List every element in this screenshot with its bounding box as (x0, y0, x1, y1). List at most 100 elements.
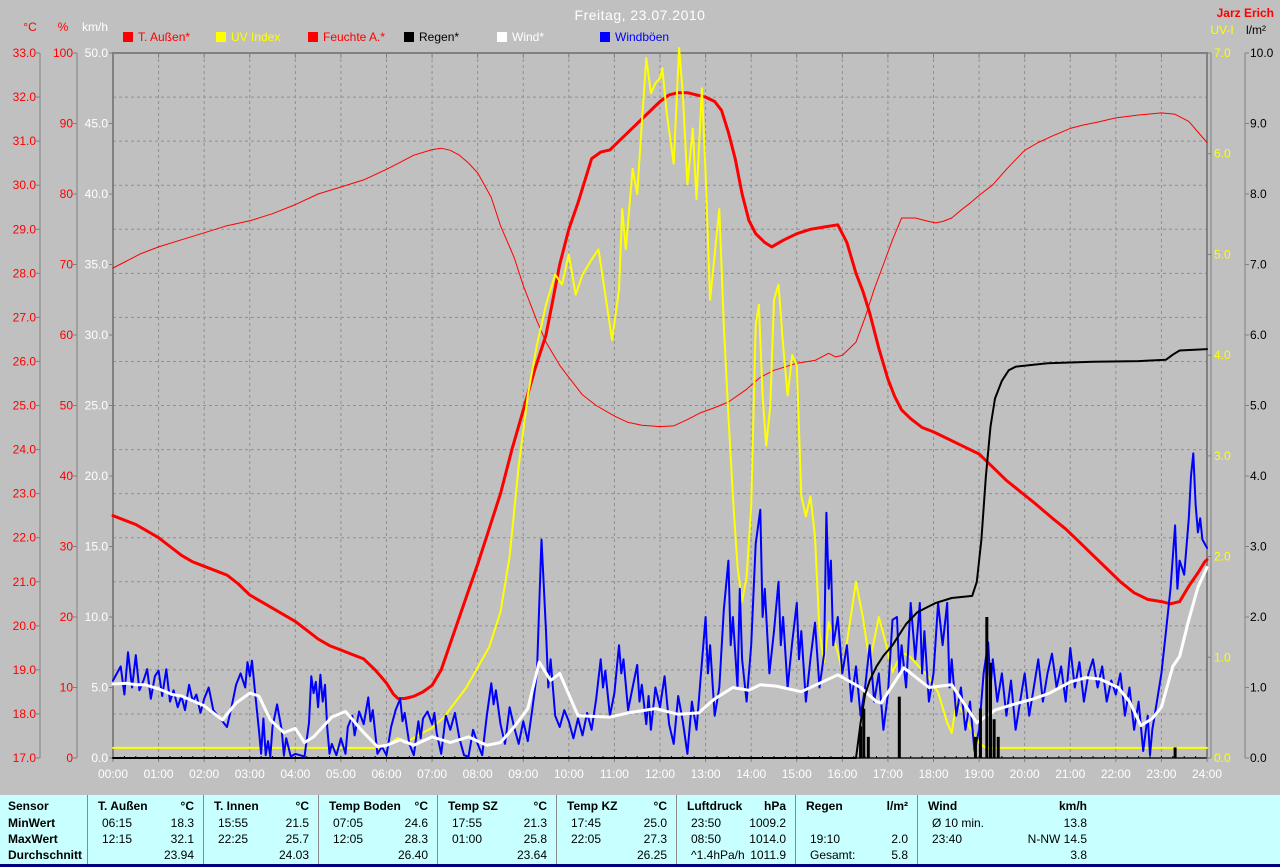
svg-text:05:00: 05:00 (326, 767, 356, 781)
svg-text:0.0: 0.0 (1214, 751, 1231, 765)
table-cell-time (918, 847, 1013, 863)
table-row: 23.94 (88, 847, 203, 863)
svg-text:2.0: 2.0 (1214, 550, 1231, 564)
svg-text:22:00: 22:00 (1101, 767, 1131, 781)
table-header-name: T. Innen (214, 799, 259, 813)
svg-text:21.0: 21.0 (13, 575, 37, 589)
table-header-unit: l/m² (886, 799, 908, 813)
svg-text:30: 30 (60, 540, 74, 554)
svg-text:04:00: 04:00 (280, 767, 310, 781)
svg-text:1.0: 1.0 (1214, 650, 1231, 664)
svg-text:11:00: 11:00 (600, 767, 629, 781)
table-cell-value: 1009.2 (749, 816, 786, 830)
table-row: ^1.4hPa/h 1011.9 (677, 847, 795, 863)
table-header-name: Temp SZ (448, 799, 498, 813)
table-row-labels: Sensor MinWert MaxWert Durchschnitt (0, 795, 87, 864)
table-header-name: Regen (806, 799, 843, 813)
svg-text:24:00: 24:00 (1192, 767, 1222, 781)
svg-text:0.0: 0.0 (91, 751, 108, 765)
table-row-label: MinWert (8, 816, 56, 830)
legend-item-2: Feuchte A.* (308, 30, 385, 44)
table-row: Ø 10 min. 13.8 (918, 815, 1096, 831)
table-cell-time (319, 847, 383, 863)
table-row: 23:40 N-NW 14.5 (918, 831, 1096, 847)
table-row: 24.03 (204, 847, 318, 863)
svg-text:70: 70 (60, 258, 74, 272)
table-header-name: Wind (928, 799, 958, 813)
svg-text:3.0: 3.0 (1214, 449, 1231, 463)
table-group-wind: Wind km/h Ø 10 min. 13.8 23:40 N-NW 14.5 3.8 (917, 795, 1280, 864)
table-cell-value: 23.94 (163, 848, 194, 862)
svg-text:00:00: 00:00 (98, 767, 128, 781)
svg-text:03:00: 03:00 (235, 767, 265, 781)
svg-text:01:00: 01:00 (144, 767, 174, 781)
svg-text:5.0: 5.0 (1250, 399, 1267, 413)
table-cell-value: 25.0 (643, 816, 667, 830)
svg-text:28.0: 28.0 (13, 266, 37, 280)
svg-text:30.0: 30.0 (13, 178, 37, 192)
legend-item-5: Windböen (600, 30, 669, 44)
table-cell-value: 13.8 (1063, 816, 1087, 830)
table-cell-value: 27.3 (643, 832, 667, 846)
table-cell-time: 19:10 (810, 832, 841, 846)
legend-swatch (497, 32, 507, 42)
svg-text:4.0: 4.0 (1250, 469, 1267, 483)
table-row (796, 815, 917, 831)
svg-text:17:00: 17:00 (873, 767, 903, 781)
table-row: 01:00 25.8 (438, 831, 556, 847)
table-group-temp-boden: Temp Boden °C 07:05 24.6 12:05 28.3 26.40 (318, 795, 437, 864)
svg-text:13:00: 13:00 (691, 767, 721, 781)
svg-text:10.0: 10.0 (1250, 46, 1274, 60)
svg-text:10.0: 10.0 (85, 610, 109, 624)
legend-label: T. Außen* (138, 30, 191, 44)
svg-text:1.0: 1.0 (1250, 681, 1267, 695)
table-cell-time: 17:55 (452, 816, 483, 830)
table-cell-time: 15:55 (218, 816, 249, 830)
table-cell-value: 26.25 (636, 848, 667, 862)
svg-text:4.0: 4.0 (1214, 348, 1231, 362)
table-header-unit: °C (295, 799, 309, 813)
table-row: 06:15 18.3 (88, 815, 203, 831)
table-cell-time (204, 847, 266, 863)
table-cell-time: 01:00 (452, 832, 483, 846)
table-cell-value: 23.64 (516, 848, 547, 862)
table-row: 3.8 (918, 847, 1096, 863)
table-row: 22:25 25.7 (204, 831, 318, 847)
svg-text:20.0: 20.0 (85, 469, 109, 483)
table-cell-value: 21.3 (523, 816, 547, 830)
table-row: 07:05 24.6 (319, 815, 437, 831)
table-header-name: T. Außen (98, 799, 148, 813)
svg-text:45.0: 45.0 (85, 117, 109, 131)
legend-label: Wind* (512, 30, 545, 44)
svg-text:10: 10 (60, 681, 74, 695)
svg-text:40.0: 40.0 (85, 187, 109, 201)
table-cell-time: 22:25 (218, 832, 249, 846)
table-cell-time: 23:50 (691, 816, 722, 830)
sensor-summary-table: Sensor MinWert MaxWert Durchschnitt T. Außen… (0, 795, 1280, 864)
legend-label: Windböen (615, 30, 670, 44)
table-cell-value: 18.3 (170, 816, 194, 830)
svg-text:06:00: 06:00 (371, 767, 401, 781)
table-row: 19:10 2.0 (796, 831, 917, 847)
svg-text:5.0: 5.0 (91, 681, 108, 695)
table-cell-time: Ø 10 min. (932, 816, 985, 830)
table-cell-value: 28.3 (404, 832, 428, 846)
legend-swatch (600, 32, 610, 42)
table-cell-time: Gesamt: (810, 848, 856, 862)
table-cell-value: 5.8 (891, 848, 908, 862)
svg-text:25.0: 25.0 (13, 399, 37, 413)
table-group-temp-sz: Temp SZ °C 17:55 21.3 01:00 25.8 23.64 (437, 795, 556, 864)
chart-legend: T. Außen* UV Index Feuchte A.* Regen* Wind* W… (0, 30, 1280, 44)
legend-swatch (123, 32, 133, 42)
svg-text:90: 90 (60, 117, 74, 131)
table-group-regen: Regen l/m² 19:10 2.0 Gesamt: 5.8 (795, 795, 917, 864)
table-group-t-au-en: T. Außen °C 06:15 18.3 12:15 32.1 23.94 (87, 795, 203, 864)
svg-text:29.0: 29.0 (13, 222, 37, 236)
svg-text:35.0: 35.0 (85, 258, 109, 272)
legend-swatch (216, 32, 226, 42)
table-cell-value: 2.0 (891, 832, 908, 846)
legend-swatch (404, 32, 414, 42)
svg-text:3.0: 3.0 (1250, 540, 1267, 554)
svg-text:27.0: 27.0 (13, 310, 37, 324)
